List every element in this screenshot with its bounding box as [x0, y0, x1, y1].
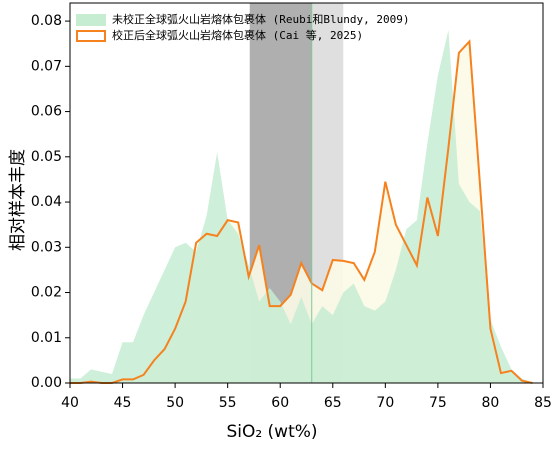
- y-tick-label: 0.05: [31, 149, 62, 165]
- plot-frame: [69, 2, 544, 384]
- y-tick-label: 0.07: [31, 58, 62, 74]
- y-tick-label: 0.08: [31, 13, 62, 29]
- legend-label: 校正后全球弧火山岩熔体包裹体 (Cai 等, 2025): [112, 28, 363, 42]
- x-tick-label: 50: [166, 395, 184, 411]
- x-tick-label: 80: [482, 395, 500, 411]
- y-tick-label: 0.02: [31, 285, 62, 301]
- x-tick-label: 70: [376, 395, 394, 411]
- x-tick-label: 85: [534, 395, 552, 411]
- x-axis-label: SiO₂ (wt%): [226, 422, 317, 442]
- x-tick-label: 65: [324, 395, 342, 411]
- y-tick-label: 0.04: [31, 194, 62, 210]
- x-tick-label: 45: [114, 395, 132, 411]
- x-tick-label: 55: [219, 395, 237, 411]
- x-tick-label: 40: [61, 395, 79, 411]
- y-tick-label: 0.00: [31, 375, 62, 391]
- legend-swatch: [76, 14, 106, 26]
- x-tick-label: 60: [271, 395, 289, 411]
- y-axis-label: 相对样本丰度: [8, 149, 28, 251]
- line: [70, 39, 533, 384]
- y-tick-label: 0.01: [31, 330, 62, 346]
- area: [70, 30, 533, 384]
- legend-label: 未校正全球弧火山岩熔体包裹体 (Reubi和Blundy, 2009): [112, 12, 409, 26]
- y-tick-label: 0.03: [31, 239, 62, 255]
- y-tick-label: 0.06: [31, 104, 62, 120]
- x-tick-label: 75: [429, 395, 447, 411]
- legend-swatch: [76, 30, 106, 42]
